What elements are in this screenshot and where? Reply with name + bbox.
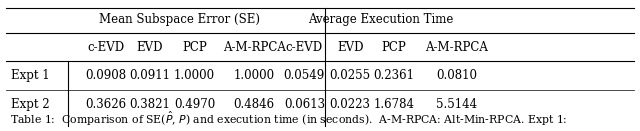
Text: c-EVD: c-EVD <box>285 41 323 54</box>
Text: c-EVD: c-EVD <box>87 41 124 54</box>
Text: 0.0223: 0.0223 <box>330 98 371 111</box>
Text: Expt 1: Expt 1 <box>12 69 50 83</box>
Text: 0.0810: 0.0810 <box>436 69 477 83</box>
Text: PCP: PCP <box>182 41 207 54</box>
Text: 0.0911: 0.0911 <box>129 69 170 83</box>
Text: 1.6784: 1.6784 <box>374 98 415 111</box>
Text: 0.0908: 0.0908 <box>85 69 126 83</box>
Text: 0.3821: 0.3821 <box>129 98 170 111</box>
Text: 0.4970: 0.4970 <box>174 98 215 111</box>
Text: A-M-RPCA: A-M-RPCA <box>223 41 285 54</box>
Text: EVD: EVD <box>136 41 163 54</box>
Text: 5.5144: 5.5144 <box>436 98 477 111</box>
Text: 1.0000: 1.0000 <box>234 69 275 83</box>
Text: PCP: PCP <box>381 41 406 54</box>
Text: 0.0613: 0.0613 <box>284 98 325 111</box>
Text: 0.2361: 0.2361 <box>374 69 415 83</box>
Text: EVD: EVD <box>337 41 364 54</box>
Text: Mean Subspace Error (SE): Mean Subspace Error (SE) <box>99 13 260 26</box>
Text: 0.0549: 0.0549 <box>284 69 325 83</box>
Text: Expt 2: Expt 2 <box>12 98 50 111</box>
Text: 1.0000: 1.0000 <box>174 69 215 83</box>
Text: 0.3626: 0.3626 <box>85 98 126 111</box>
Text: 0.0255: 0.0255 <box>330 69 371 83</box>
Text: 0.4846: 0.4846 <box>234 98 275 111</box>
Text: A-M-RPCA: A-M-RPCA <box>426 41 488 54</box>
Text: Table 1:  Comparison of SE($\hat{P}$, $P$) and execution time (in seconds).  A-M: Table 1: Comparison of SE($\hat{P}$, $P$… <box>10 109 567 128</box>
Text: Average Execution Time: Average Execution Time <box>308 13 453 26</box>
